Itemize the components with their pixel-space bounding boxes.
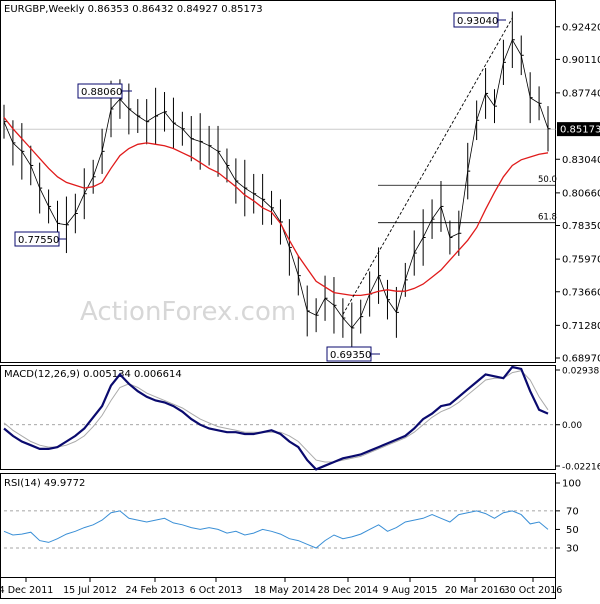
- x-tick-label: 9 Aug 2015: [383, 585, 438, 596]
- rsi-tick-label: 50: [566, 525, 579, 536]
- macd-tick-label: 0.00: [562, 421, 582, 431]
- rsi-tick-label: 70: [566, 506, 579, 517]
- annotation-label: 0.77550: [18, 235, 59, 246]
- x-tick-label: 6 Oct 2013: [190, 585, 243, 596]
- price-tick-label: 0.90110: [562, 55, 600, 66]
- macd-tick-label: 0.029387: [562, 367, 600, 377]
- current-price-box: [557, 122, 600, 137]
- rsi-line: [3, 510, 549, 549]
- rsi-tick-label: 100: [562, 479, 581, 490]
- current-price-label: 0.85173: [560, 125, 600, 136]
- x-tick-label: 15 Jul 2012: [63, 585, 117, 596]
- price-tick-label: 0.78350: [562, 221, 600, 232]
- annotation-label: 0.93040: [457, 16, 498, 27]
- price-tick-label: 0.83040: [562, 155, 600, 166]
- macd-panel: [0, 365, 556, 470]
- annotation-label: 0.88060: [81, 87, 122, 98]
- price-line: [3, 38, 549, 329]
- price-tick-label: 0.71280: [562, 321, 600, 332]
- price-tick-label: 0.92420: [562, 22, 600, 33]
- price-tick-label: 0.80660: [562, 188, 600, 199]
- price-tick-label: 0.87740: [562, 88, 600, 99]
- x-tick-label: 4 Dec 2011: [0, 585, 53, 596]
- macd-header: MACD(12,26,9) 0.005134 0.006614: [4, 369, 182, 380]
- rsi-header: RSI(14) 49.9772: [4, 478, 85, 489]
- rsi-panel: [0, 473, 556, 578]
- moving-average-line: [3, 116, 549, 297]
- x-tick-label: 20 Mar 2016: [445, 585, 505, 596]
- price-tick-label: 0.75970: [562, 255, 600, 266]
- price-tick-label: 0.73660: [562, 287, 600, 298]
- macd-line: [3, 365, 549, 471]
- x-tick-label: 18 May 2014: [254, 585, 316, 596]
- x-tick-label: 28 Dec 2014: [318, 585, 379, 596]
- fibonacci-level-label: 50.0: [538, 175, 557, 185]
- price-header: EURGBP,Weekly 0.86353 0.86432 0.84927 0.…: [4, 4, 263, 15]
- x-tick-label: 30 Oct 2016: [504, 585, 563, 596]
- axis-strip: [0, 577, 556, 599]
- rsi-tick-label: 30: [566, 544, 579, 555]
- watermark: ActionForex.com: [80, 297, 296, 327]
- annotation-label: 0.69350: [330, 350, 371, 361]
- x-tick-label: 24 Feb 2013: [125, 585, 184, 596]
- price-tick-label: 0.68970: [562, 354, 600, 365]
- fibonacci-level-label: 61.8: [538, 213, 557, 223]
- projection-line: [342, 17, 513, 315]
